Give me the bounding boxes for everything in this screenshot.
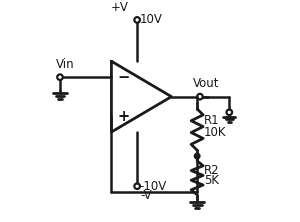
Text: -V: -V (140, 189, 152, 202)
Text: Vout: Vout (193, 77, 219, 90)
Text: -10V: -10V (139, 180, 167, 193)
Text: −: − (117, 70, 129, 85)
Text: R1: R1 (204, 115, 220, 127)
Text: 5K: 5K (204, 174, 219, 186)
Text: 10K: 10K (204, 126, 226, 139)
Text: R2: R2 (204, 164, 220, 177)
Text: +V: +V (111, 1, 129, 14)
Text: 10V: 10V (139, 13, 162, 26)
Text: Vin: Vin (56, 58, 74, 71)
Text: +: + (117, 109, 129, 124)
